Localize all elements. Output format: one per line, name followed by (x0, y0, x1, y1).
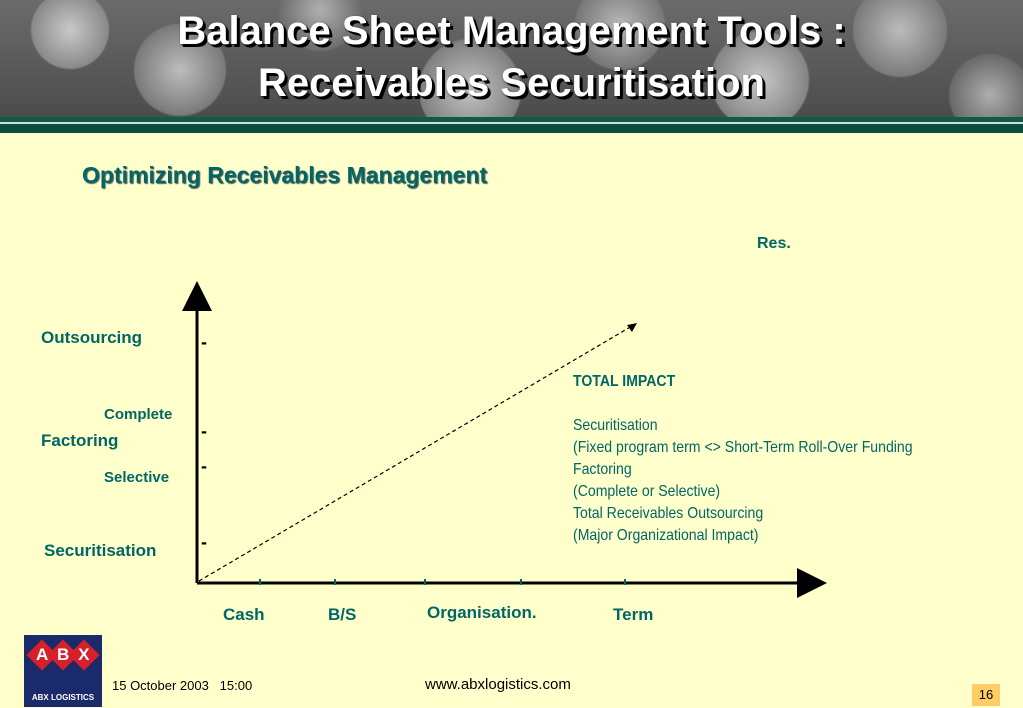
result-label: Res. (757, 235, 791, 252)
abx-logo: A B X ABX LOGISTICS (24, 635, 102, 707)
header-banner: Balance Sheet Management Tools : Receiva… (0, 0, 1023, 117)
y-tick-outsourcing: - (201, 332, 207, 352)
impact-line: (Major Organizational Impact) (573, 527, 759, 544)
footer-url[interactable]: www.abxlogistics.com (425, 676, 571, 693)
y-label-securitisation: Securitisation (44, 541, 157, 560)
total-impact-panel: TOTAL IMPACT Securitisation (Fixed progr… (573, 371, 960, 547)
y-label-outsourcing: Outsourcing (41, 328, 143, 347)
impact-line: Total Receivables Outsourcing (573, 505, 764, 522)
page-number: 16 (972, 684, 1000, 706)
y-label-selective: Selective (104, 469, 170, 486)
y-label-factoring: Factoring (41, 431, 119, 450)
impact-line: (Fixed program term <> Short-Term Roll-O… (573, 439, 913, 456)
header-stripe (0, 117, 1023, 133)
logo-tile-x: X (68, 639, 100, 671)
x-label-organisation: Organisation. (427, 603, 537, 622)
y-tick-complete: - (201, 421, 207, 441)
y-label-complete: Complete (104, 406, 173, 423)
impact-trend-line (198, 325, 633, 582)
y-tick-securitisation: - (201, 532, 207, 552)
x-label-bs: B/S (328, 605, 357, 624)
impact-line: (Complete or Selective) (573, 483, 721, 500)
footer-date: 15 October 2003 15:00 (112, 678, 253, 693)
slide-title-line1: Balance Sheet Management Tools : (177, 9, 846, 53)
x-label-term: Term (613, 605, 654, 624)
total-impact-heading: TOTAL IMPACT (573, 373, 676, 390)
impact-spacer (573, 393, 960, 415)
slide-subtitle: Optimizing Receivables Management (82, 162, 488, 188)
x-label-cash: Cash (223, 605, 265, 624)
impact-line: Factoring (573, 461, 632, 478)
slide-title-line2: Receivables Securitisation (258, 61, 765, 105)
impact-line: Securitisation (573, 417, 658, 434)
y-tick-selective: - (201, 456, 207, 476)
logo-text: ABX LOGISTICS (31, 693, 95, 702)
trend-arrowhead (627, 323, 637, 332)
